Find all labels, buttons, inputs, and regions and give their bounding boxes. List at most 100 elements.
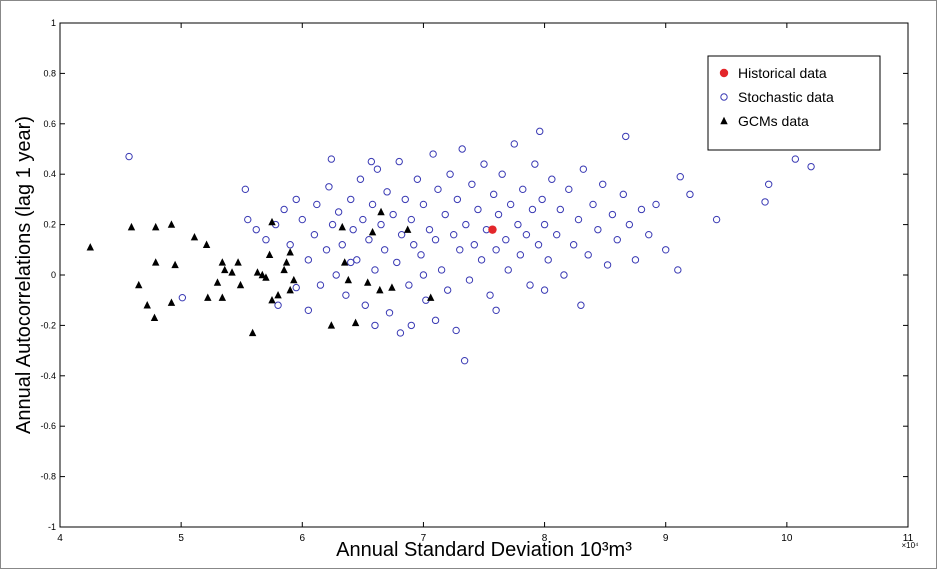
point (322, 246, 331, 254)
point (365, 236, 373, 244)
point (470, 241, 479, 249)
x-tick-label: 9 (663, 533, 669, 544)
point (506, 200, 515, 209)
point (534, 241, 543, 249)
point (625, 220, 634, 229)
point (367, 157, 376, 166)
point (274, 290, 282, 299)
point (403, 225, 412, 233)
point (292, 195, 300, 204)
point (419, 271, 428, 279)
point (574, 215, 583, 224)
point (178, 293, 187, 302)
point (332, 271, 340, 279)
point (492, 246, 500, 254)
point (712, 215, 721, 224)
point (356, 175, 365, 183)
x-tick-label: 5 (178, 533, 184, 544)
point (556, 205, 565, 214)
point (452, 326, 460, 335)
point (334, 208, 343, 216)
point (456, 246, 464, 254)
point (368, 200, 377, 209)
x-tick-label: 6 (300, 533, 306, 544)
point (292, 283, 300, 292)
point (426, 293, 435, 301)
y-tick-label: -0.6 (40, 421, 56, 431)
point (218, 258, 227, 266)
point (327, 321, 336, 329)
point (791, 155, 800, 163)
point (327, 155, 336, 163)
point (282, 258, 291, 266)
point (764, 180, 773, 188)
point (368, 227, 377, 236)
point (431, 316, 440, 325)
point (280, 265, 288, 274)
point (528, 205, 537, 214)
point (662, 246, 670, 254)
point (603, 261, 612, 269)
point (213, 278, 222, 286)
point (143, 301, 151, 309)
point (377, 207, 385, 216)
point (450, 230, 458, 239)
point (234, 258, 242, 266)
y-tick-label: -1 (48, 522, 56, 532)
point (431, 236, 440, 244)
point (446, 170, 454, 178)
point (407, 215, 416, 224)
point (401, 195, 409, 204)
point (548, 175, 556, 183)
point (498, 170, 506, 178)
point (218, 293, 227, 301)
point (584, 251, 592, 259)
point (325, 183, 333, 191)
point (340, 258, 349, 266)
point (338, 241, 346, 249)
point (536, 127, 544, 136)
point (569, 241, 578, 249)
point (489, 190, 498, 199)
legend-label: Historical data (738, 65, 827, 81)
point (304, 306, 313, 314)
point (397, 230, 406, 239)
point (619, 190, 628, 199)
y-tick-label: 0.4 (43, 169, 56, 179)
point (286, 241, 294, 249)
y-axis-label: Annual Autocorrelations (lag 1 year) (13, 116, 35, 434)
point (613, 236, 621, 244)
x-tick-label: 8 (542, 533, 548, 544)
point (241, 185, 250, 194)
point (150, 313, 159, 322)
point (86, 243, 94, 251)
point (395, 157, 403, 166)
point (304, 256, 313, 264)
point (407, 321, 416, 330)
y-tick-label: 0 (51, 270, 56, 280)
point (135, 280, 143, 289)
point (359, 215, 367, 224)
point (190, 233, 199, 241)
point (540, 220, 549, 229)
point (371, 321, 379, 330)
point (388, 283, 396, 291)
point (342, 291, 350, 299)
point (674, 266, 682, 274)
point (385, 309, 394, 317)
point (265, 250, 274, 259)
point (458, 145, 466, 153)
point (579, 165, 588, 173)
legend-label: Stochastic data (738, 89, 834, 105)
y-tick-label: 0.2 (43, 220, 56, 230)
point (417, 251, 425, 259)
point (510, 140, 518, 148)
point (594, 225, 602, 234)
point (268, 217, 276, 226)
y-tick-label: -0.8 (40, 472, 56, 482)
point (152, 222, 160, 231)
y-tick-label: -0.4 (40, 371, 56, 381)
point (286, 248, 294, 256)
point (608, 210, 617, 219)
